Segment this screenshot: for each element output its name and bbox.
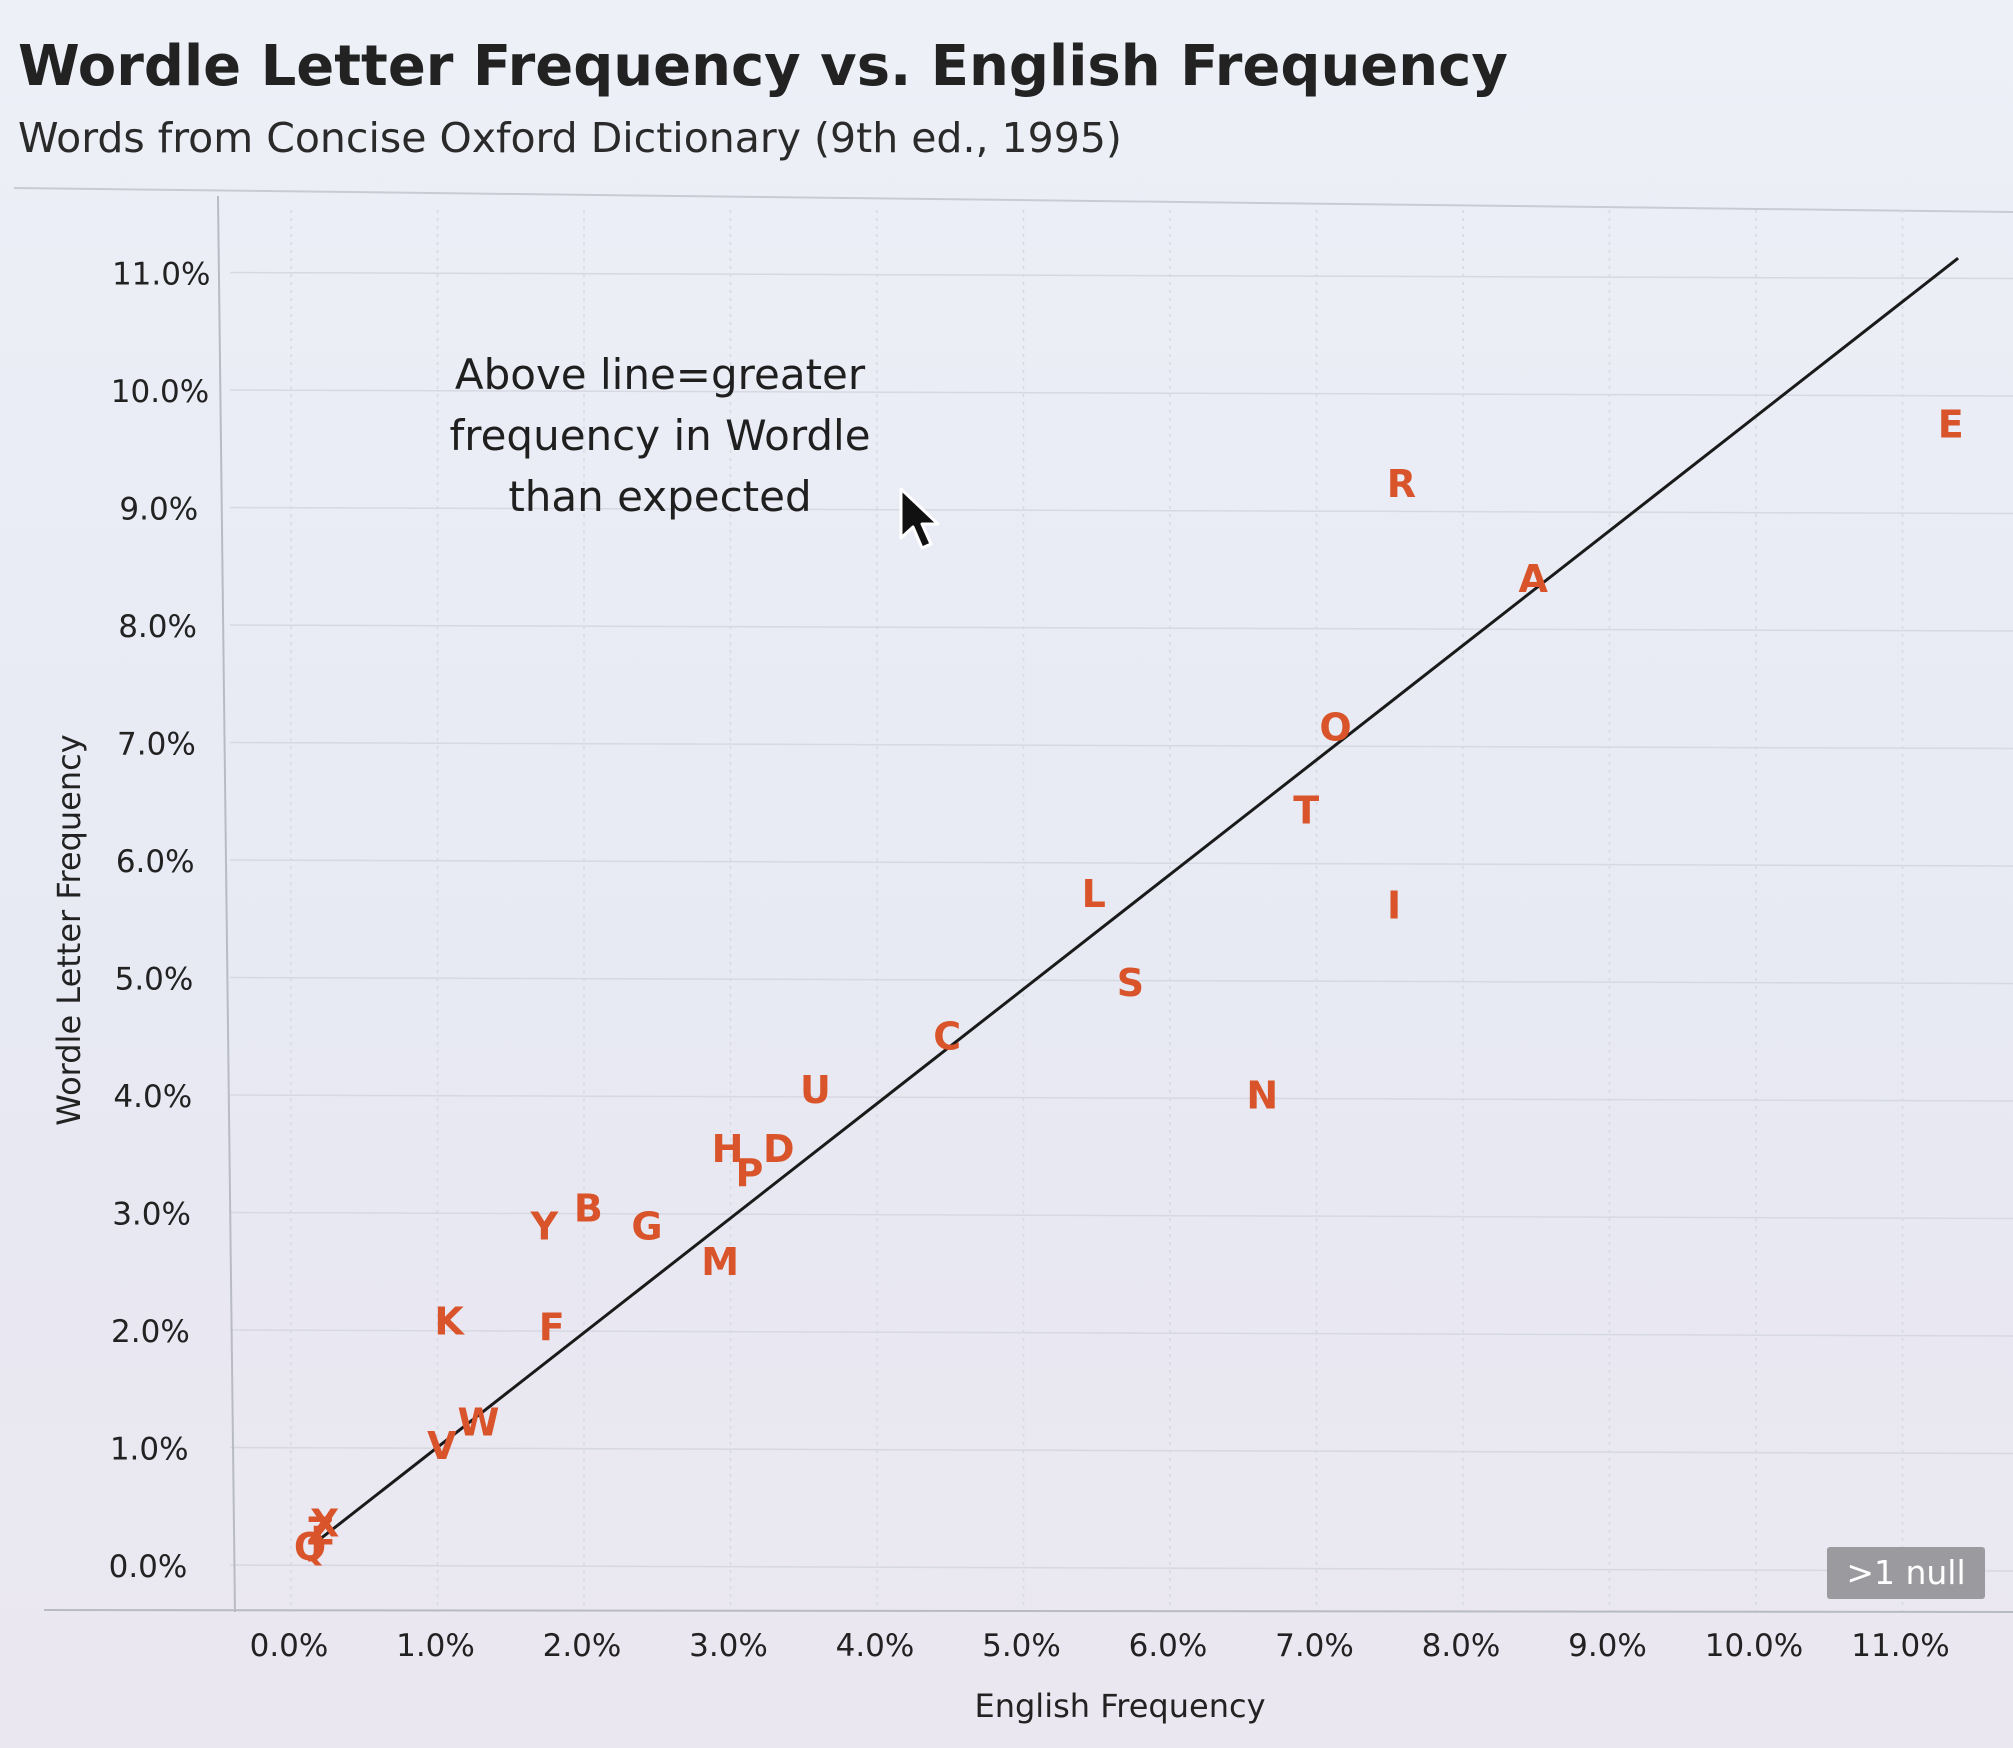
y-gridline bbox=[229, 1329, 2013, 1337]
y-gridline bbox=[229, 506, 2013, 515]
y-axis-label: Wordle Letter Frequency bbox=[50, 734, 88, 1125]
letter-point-a[interactable]: A bbox=[1519, 557, 1549, 601]
y-tick-label: 4.0% bbox=[113, 1079, 192, 1115]
y-gridline bbox=[229, 976, 2013, 985]
letter-point-v[interactable]: V bbox=[427, 1424, 457, 1468]
letter-point-c[interactable]: C bbox=[933, 1014, 961, 1058]
y-gridline bbox=[229, 1211, 2013, 1220]
y-gridline bbox=[229, 859, 2013, 867]
letter-point-b[interactable]: B bbox=[574, 1187, 603, 1231]
y-axis-line bbox=[217, 195, 236, 1613]
y-tick-label: 6.0% bbox=[116, 844, 195, 880]
chart-subtitle: Words from Concise Oxford Dictionary (9t… bbox=[18, 114, 1122, 162]
letter-point-h[interactable]: H bbox=[712, 1127, 744, 1171]
letter-point-u[interactable]: U bbox=[800, 1068, 831, 1112]
chart-title: Wordle Letter Frequency vs. English Freq… bbox=[18, 34, 1508, 99]
y-gridline bbox=[229, 1094, 2013, 1102]
letter-point-m[interactable]: M bbox=[701, 1240, 739, 1284]
y-tick-label: 9.0% bbox=[119, 492, 198, 528]
x-tick-label: 4.0% bbox=[836, 1628, 915, 1664]
letter-point-q[interactable]: Q bbox=[294, 1525, 326, 1569]
y-tick-label: 3.0% bbox=[112, 1197, 191, 1233]
letter-point-g[interactable]: G bbox=[631, 1204, 662, 1248]
letter-point-z[interactable]: Z bbox=[306, 1510, 334, 1554]
letter-point-y[interactable]: Y bbox=[530, 1204, 559, 1248]
letter-point-k[interactable]: K bbox=[434, 1299, 465, 1343]
header-divider bbox=[13, 187, 2013, 213]
null-values-badge[interactable]: >1 null bbox=[1827, 1547, 1985, 1599]
x-tick-label: 1.0% bbox=[396, 1628, 475, 1664]
y-gridline bbox=[229, 1446, 2013, 1455]
letter-point-o[interactable]: O bbox=[1319, 705, 1351, 749]
x-tick-label: 5.0% bbox=[982, 1628, 1061, 1664]
x-tick-label: 6.0% bbox=[1129, 1628, 1208, 1664]
x-tick-label: 0.0% bbox=[250, 1628, 329, 1664]
letter-point-x[interactable]: X bbox=[310, 1501, 339, 1545]
letter-point-s[interactable]: S bbox=[1117, 961, 1144, 1005]
letter-point-r[interactable]: R bbox=[1387, 462, 1416, 506]
x-tick-label: 11.0% bbox=[1851, 1628, 1949, 1664]
axes bbox=[43, 195, 2013, 1613]
y-gridline bbox=[229, 741, 2013, 750]
letter-point-d[interactable]: D bbox=[763, 1127, 795, 1171]
y-tick-label: 7.0% bbox=[117, 727, 196, 763]
y-tick-label: 8.0% bbox=[118, 609, 197, 645]
grid-lines bbox=[229, 210, 2013, 1612]
mouse-pointer-icon bbox=[899, 487, 940, 550]
letter-point-w[interactable]: W bbox=[457, 1400, 499, 1444]
x-axis-label: English Frequency bbox=[974, 1687, 1265, 1725]
letter-point-p[interactable]: P bbox=[736, 1151, 764, 1195]
x-tick-label: 7.0% bbox=[1275, 1628, 1354, 1664]
letter-point-i[interactable]: I bbox=[1387, 884, 1401, 928]
letter-point-l[interactable]: L bbox=[1082, 872, 1106, 916]
letter-point-e[interactable]: E bbox=[1938, 403, 1964, 447]
x-tick-label: 10.0% bbox=[1705, 1628, 1803, 1664]
x-axis-line bbox=[43, 1609, 2013, 1613]
y-tick-label: 5.0% bbox=[115, 962, 194, 998]
y-tick-labels: 0.0% 1.0% 2.0% 3.0% 4.0% 5.0% 6.0% 7.0% 8.0% 9.0%… bbox=[109, 257, 211, 1586]
x-tick-labels: 0.0% 1.0% 2.0% 3.0% 4.0% 5.0% 6.0% 7.0% 8.0% 9.0%… bbox=[250, 1628, 1950, 1664]
letter-point-j[interactable]: J bbox=[307, 1519, 324, 1563]
y-tick-label: 10.0% bbox=[111, 374, 209, 410]
x-tick-label: 8.0% bbox=[1422, 1628, 1501, 1664]
x-tick-label: 3.0% bbox=[689, 1628, 768, 1664]
x-tick-label: 9.0% bbox=[1568, 1628, 1647, 1664]
diagonal-reference-line bbox=[316, 257, 1960, 1543]
y-tick-label: 2.0% bbox=[111, 1314, 190, 1350]
y-tick-label: 1.0% bbox=[110, 1432, 189, 1468]
y-gridline bbox=[229, 271, 2013, 280]
y-tick-label: 0.0% bbox=[109, 1549, 188, 1585]
reference-line bbox=[316, 257, 1960, 1543]
y-gridline bbox=[229, 389, 2013, 397]
y-tick-label: 11.0% bbox=[112, 257, 210, 293]
letter-point-f[interactable]: F bbox=[539, 1305, 565, 1349]
y-gridline bbox=[229, 624, 2013, 632]
letter-point-t[interactable]: T bbox=[1293, 789, 1319, 833]
letter-point-n[interactable]: N bbox=[1246, 1074, 1278, 1118]
y-gridline bbox=[229, 1564, 2013, 1572]
x-tick-label: 2.0% bbox=[543, 1628, 622, 1664]
chart-annotation: Above line=greater frequency in Wordle t… bbox=[449, 350, 871, 521]
